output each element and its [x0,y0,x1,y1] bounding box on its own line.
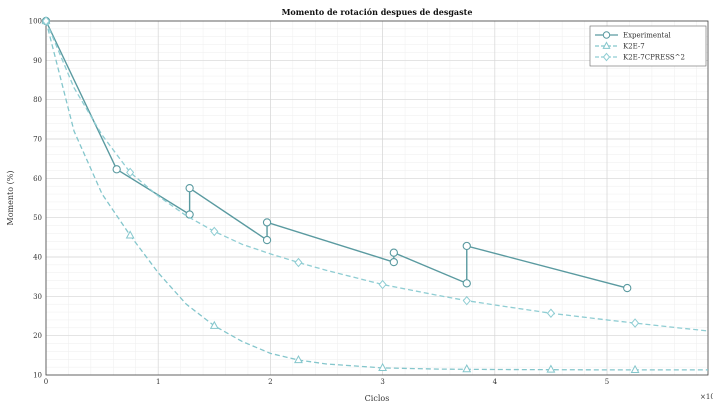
diamond-marker [378,279,387,290]
x-tick-label: 5 [605,378,609,386]
y-tick-label: 40 [33,254,42,262]
legend-entry-label: K2E-7CPRESS^2 [623,54,685,62]
y-tick-label: 60 [33,175,42,183]
chart-title: Momento de rotación despues de desgaste [282,7,473,17]
y-tick-label: 10 [33,372,42,380]
grid-lines [45,20,708,376]
circle-marker [112,165,121,174]
circle-marker [262,218,272,227]
diamond-marker [631,318,640,328]
circle-marker [262,235,272,245]
diamond-marker [126,167,135,178]
circle-marker [462,241,471,251]
diamond-marker [41,16,51,26]
legend-marker [602,31,611,39]
circle-marker [389,248,398,257]
series-line [45,20,708,371]
series-group [41,15,709,373]
y-tick-label: 80 [33,96,42,104]
triangle-marker [378,362,388,372]
triangle-marker [294,355,303,364]
y-tick-label: 20 [33,332,42,340]
x-tick-label: 1 [156,378,160,386]
series-2 [41,15,708,373]
diamond-marker [210,226,219,237]
y-axis-label: Momento (%) [6,171,15,226]
axis-ticks: 0 1 2 3 4 5 10 20 30 40 50 60 70 80 90 100 [29,18,610,387]
series-3 [41,16,709,332]
triangle-marker [209,320,219,329]
circle-marker [389,257,398,267]
triangle-marker [546,364,556,373]
y-tick-label: 100 [29,18,42,26]
diamond-marker [546,308,555,319]
legend: Experimental K2E-7 K2E-7CPRESS^2 [589,25,707,67]
series-line [45,20,709,332]
circle-marker [185,184,194,193]
x-tick-label: 2 [268,378,272,386]
legend-entry-label: Experimental [623,32,672,40]
legend-marker [602,52,611,62]
plot-frame [45,20,709,376]
y-tick-label: 50 [33,214,42,222]
diamond-marker [462,295,471,306]
circle-marker [623,283,632,293]
y-tick-label: 70 [33,136,42,144]
x-tick-label: 0 [44,378,48,386]
series-1 [41,16,632,293]
triangle-marker [462,364,472,373]
legend-entry-label: K2E-7 [623,43,645,51]
circle-marker [462,279,471,288]
y-tick-label: 30 [33,293,42,301]
triangle-marker [125,230,135,239]
x-axis-label: Ciclos [365,394,390,403]
y-tick-label: 90 [33,57,42,65]
x-tick-label: 3 [380,378,384,386]
triangle-marker [630,364,640,373]
legend-marker [602,41,611,49]
diamond-marker [294,257,303,268]
x-exponent-label: ×10 [700,393,713,401]
x-tick-label: 4 [493,378,498,386]
